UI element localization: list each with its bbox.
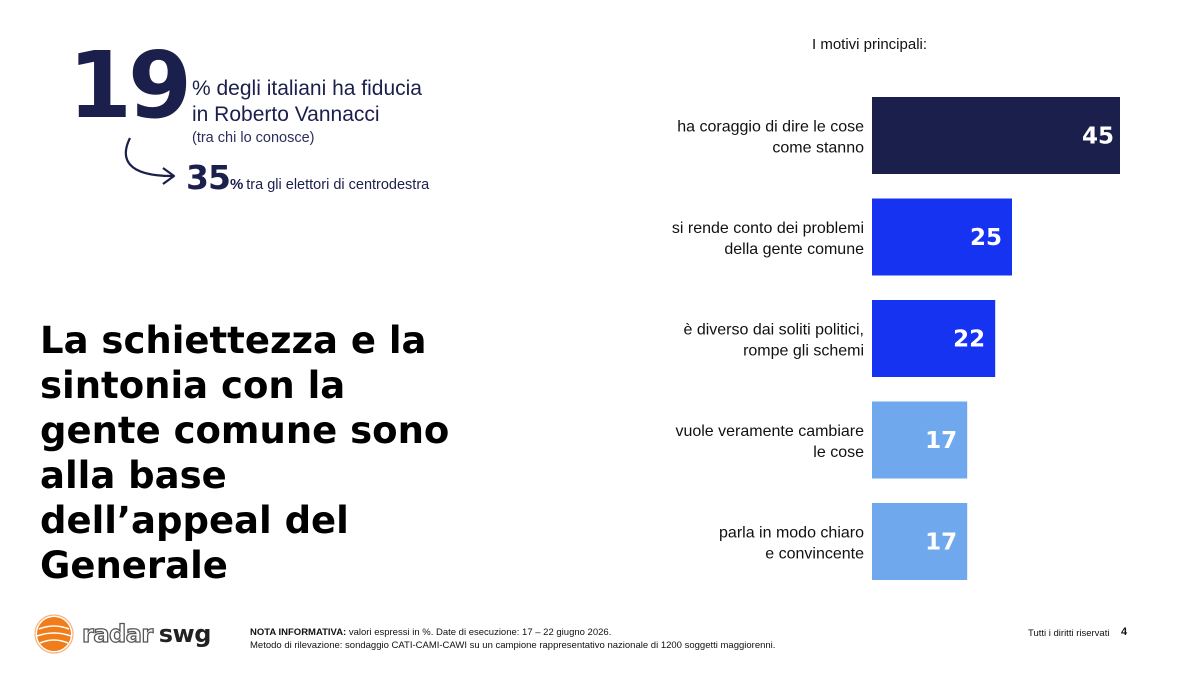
bar-category-5: parla in modo chiaro e convincente [719,525,864,563]
stat-line-1: % degli italiani ha fiducia [192,77,422,100]
bar-5 [872,503,968,580]
chart-heading: I motivi principali: [812,36,928,53]
bar-value-5: 17 [925,530,957,556]
logo-radar-text: radar [81,619,154,648]
page-number: 4 [1121,626,1128,638]
sub-stat-text: tra gli elettori di centrodestra [246,177,430,193]
bar-3 [872,300,996,377]
bar-category-line: è diverso dai soliti politici, [683,322,864,339]
bar-value-1: 45 [1082,124,1114,150]
sub-stat-percent: % [229,176,244,193]
stat-note: (tra chi lo conosce) [192,130,315,146]
bar-value-4: 17 [925,428,957,454]
bar-category-line: parla in modo chiaro [719,525,864,542]
footnote: NOTA INFORMATIVA: valori espressi in %. … [250,626,775,652]
main-stat-number: 19 [68,32,192,139]
bar-category-line: si rende conto dei problemi [672,220,864,237]
bar-chart: 45 ha coraggio di dire le cose come stanno… [672,97,1120,580]
bar-category-line: vuole veramente cambiare [675,423,864,440]
bar-1 [872,97,1120,174]
logo-globe-icon [34,614,74,654]
bar-category-line: della gente comune [724,241,864,258]
bar-category-4: vuole veramente cambiare le cose [675,423,864,461]
sub-stat: 35% tra gli elettori di centrodestra [186,158,429,197]
bar-category-line: e convincente [765,546,864,563]
bar-category-3: è diverso dai soliti politici, rompe gli … [683,322,864,360]
footnote-line-1: NOTA INFORMATIVA: valori espressi in %. … [250,626,775,639]
bar-value-3: 22 [953,327,985,353]
footnote-method: Metodo di rilevazione: sondaggio CATI-CA… [250,640,776,651]
bar-2 [872,198,1012,276]
bar-category-2: si rende conto dei problemi della gente c… [672,220,864,258]
footnote-text: valori espressi in %. Date di esecuzione… [346,627,612,638]
footnote-label: NOTA INFORMATIVA: [250,627,347,638]
bar-4 [872,401,968,479]
headline: La schiettezza e la sintonia con la gent… [40,319,450,587]
sub-stat-number: 35 [186,158,231,197]
rights-text: Tutti i diritti riservati [1028,628,1110,639]
curved-arrow-icon [124,137,176,185]
stat-line-2: in Roberto Vannacci [192,103,380,126]
bar-category-line: le cose [813,444,864,461]
bar-category-line: rompe gli schemi [743,343,864,360]
bar-category-line: ha coraggio di dire le cose [677,119,864,136]
bar-category-line: come stanno [772,140,864,157]
logo: radar swg [34,614,211,654]
main-stat-description: % degli italiani ha fiducia in Roberto V… [192,76,422,146]
bar-category-1: ha coraggio di dire le cose come stanno [677,119,864,157]
bar-value-2: 25 [970,225,1002,251]
logo-swg-text: swg [158,620,212,648]
